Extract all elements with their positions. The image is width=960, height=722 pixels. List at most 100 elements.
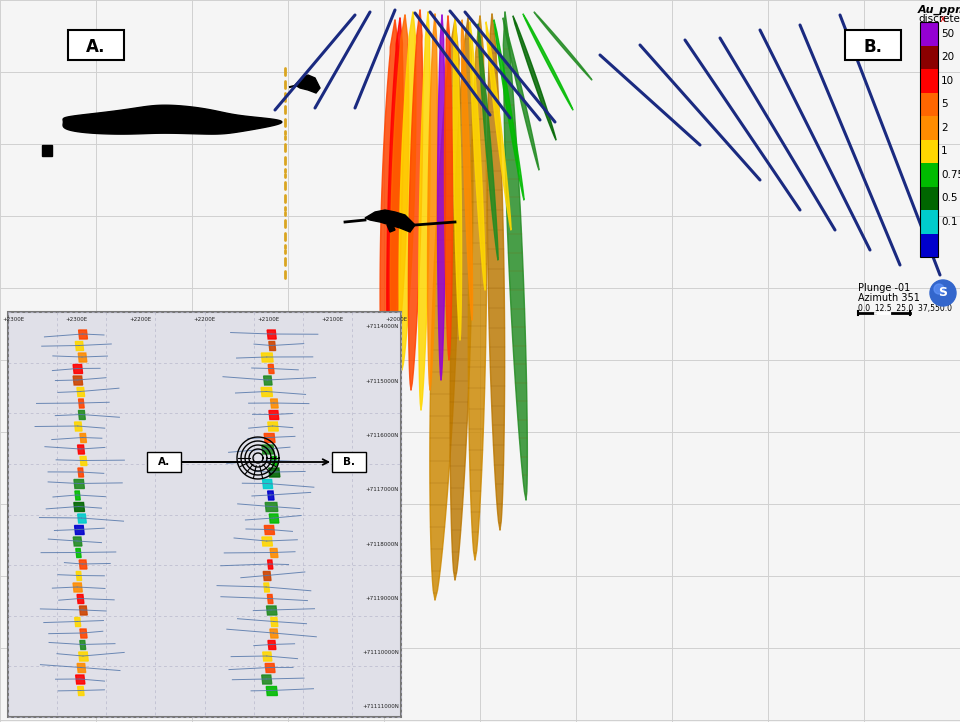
- Polygon shape: [80, 629, 87, 638]
- Polygon shape: [419, 12, 430, 410]
- Polygon shape: [450, 18, 473, 580]
- Polygon shape: [365, 210, 415, 232]
- Polygon shape: [387, 18, 403, 400]
- Polygon shape: [262, 445, 274, 454]
- Text: +2300E: +2300E: [66, 317, 88, 322]
- Polygon shape: [295, 75, 320, 93]
- Polygon shape: [76, 549, 82, 557]
- Bar: [920, 163, 938, 186]
- Circle shape: [930, 280, 956, 306]
- Bar: [920, 45, 938, 69]
- Circle shape: [934, 284, 944, 294]
- Polygon shape: [468, 16, 487, 560]
- Polygon shape: [272, 456, 277, 466]
- Polygon shape: [534, 12, 592, 80]
- Polygon shape: [80, 456, 87, 466]
- Text: +7115000N: +7115000N: [366, 379, 399, 384]
- Bar: [920, 92, 938, 116]
- Polygon shape: [462, 20, 472, 320]
- Bar: [920, 69, 938, 92]
- Text: discrete: discrete: [918, 14, 960, 24]
- Polygon shape: [264, 433, 275, 443]
- Polygon shape: [488, 14, 505, 530]
- Bar: [8, 312, 401, 717]
- Polygon shape: [268, 491, 274, 500]
- Polygon shape: [63, 105, 282, 134]
- Polygon shape: [268, 365, 275, 373]
- Polygon shape: [380, 20, 400, 420]
- Polygon shape: [264, 583, 270, 592]
- Polygon shape: [75, 491, 81, 500]
- Polygon shape: [444, 16, 452, 360]
- Bar: [920, 22, 938, 257]
- Polygon shape: [478, 24, 498, 260]
- Text: +71111000N: +71111000N: [362, 705, 399, 710]
- Polygon shape: [269, 411, 278, 419]
- Polygon shape: [268, 560, 273, 569]
- Polygon shape: [79, 330, 87, 339]
- Polygon shape: [270, 629, 278, 638]
- Text: A.: A.: [157, 457, 170, 467]
- Polygon shape: [427, 14, 438, 390]
- Polygon shape: [74, 479, 84, 489]
- Polygon shape: [438, 15, 445, 380]
- Polygon shape: [73, 583, 83, 592]
- Text: 1: 1: [941, 147, 948, 156]
- Polygon shape: [503, 12, 527, 500]
- Text: 50: 50: [941, 29, 954, 39]
- Polygon shape: [79, 411, 85, 419]
- Polygon shape: [78, 445, 84, 454]
- Text: 2: 2: [941, 123, 948, 133]
- Text: 0.75: 0.75: [941, 170, 960, 180]
- Text: +71110000N: +71110000N: [362, 651, 399, 655]
- Text: 0.0  12.5  25.0  37,550.0: 0.0 12.5 25.0 37,550.0: [858, 303, 952, 313]
- Polygon shape: [268, 640, 276, 650]
- Polygon shape: [408, 10, 422, 390]
- Polygon shape: [271, 617, 277, 627]
- FancyBboxPatch shape: [68, 30, 124, 60]
- Polygon shape: [265, 664, 275, 672]
- Bar: [920, 139, 938, 163]
- Bar: [920, 210, 938, 233]
- Polygon shape: [523, 14, 573, 110]
- Polygon shape: [263, 652, 272, 661]
- Text: S: S: [939, 287, 948, 300]
- Text: +7116000N: +7116000N: [366, 433, 399, 438]
- Text: +2300E: +2300E: [2, 317, 24, 322]
- Polygon shape: [76, 572, 82, 580]
- FancyBboxPatch shape: [332, 452, 366, 472]
- Polygon shape: [79, 353, 86, 362]
- Polygon shape: [77, 664, 85, 672]
- Bar: [920, 22, 938, 45]
- Text: 10: 10: [941, 76, 954, 86]
- Polygon shape: [266, 687, 277, 695]
- Polygon shape: [261, 388, 273, 396]
- Text: Plunge -01: Plunge -01: [858, 283, 910, 293]
- Polygon shape: [79, 399, 84, 408]
- Polygon shape: [262, 479, 273, 489]
- Polygon shape: [76, 675, 84, 684]
- Bar: [920, 186, 938, 210]
- Text: +2200E: +2200E: [193, 317, 216, 322]
- Polygon shape: [268, 422, 278, 431]
- Text: +7118000N: +7118000N: [366, 542, 399, 547]
- Bar: [920, 116, 938, 139]
- Polygon shape: [79, 652, 88, 661]
- Polygon shape: [78, 687, 84, 695]
- Text: 5: 5: [941, 99, 948, 109]
- Polygon shape: [73, 537, 82, 546]
- Polygon shape: [264, 526, 275, 534]
- Polygon shape: [77, 594, 84, 604]
- Polygon shape: [486, 22, 511, 230]
- Text: Azimuth 351: Azimuth 351: [858, 293, 920, 303]
- Polygon shape: [73, 376, 83, 385]
- Text: +2200E: +2200E: [130, 317, 152, 322]
- Polygon shape: [80, 606, 87, 615]
- Polygon shape: [77, 388, 84, 396]
- Polygon shape: [265, 503, 277, 511]
- Polygon shape: [75, 526, 84, 534]
- Polygon shape: [387, 223, 395, 232]
- Text: B.: B.: [343, 457, 355, 467]
- Text: +7117000N: +7117000N: [366, 487, 399, 492]
- Polygon shape: [430, 20, 460, 600]
